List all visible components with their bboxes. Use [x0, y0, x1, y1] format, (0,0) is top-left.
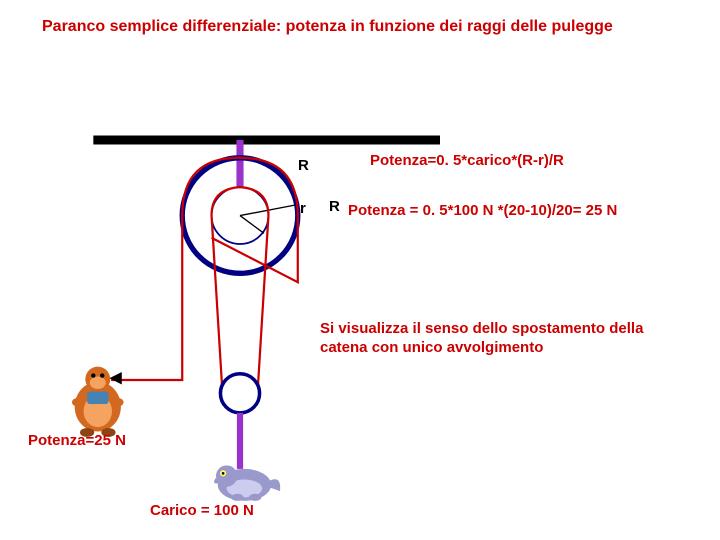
- chain: [111, 158, 298, 402]
- potenza-value-label: Potenza=25 N: [28, 432, 126, 449]
- formula-general: Potenza=0. 5*carico*(R-r)/R: [370, 152, 564, 169]
- carico-value-label: Carico = 100 N: [150, 502, 254, 519]
- pull-arrow-icon: [109, 372, 121, 384]
- pulley-diagram: [0, 60, 720, 540]
- second-R-label: R: [329, 198, 340, 215]
- diagram-caption: Si visualizza il senso dello spostamento…: [320, 320, 680, 358]
- formula-numeric: Potenza = 0. 5*100 N *(20-10)/20= 25 N: [348, 202, 617, 219]
- load-figure-icon: [214, 465, 280, 501]
- lower-pulley: [220, 374, 259, 413]
- page-title: Paranco semplice differenziale: potenza …: [42, 18, 613, 36]
- radius-R-label: R: [298, 157, 309, 174]
- radius-r-label: r: [300, 200, 306, 217]
